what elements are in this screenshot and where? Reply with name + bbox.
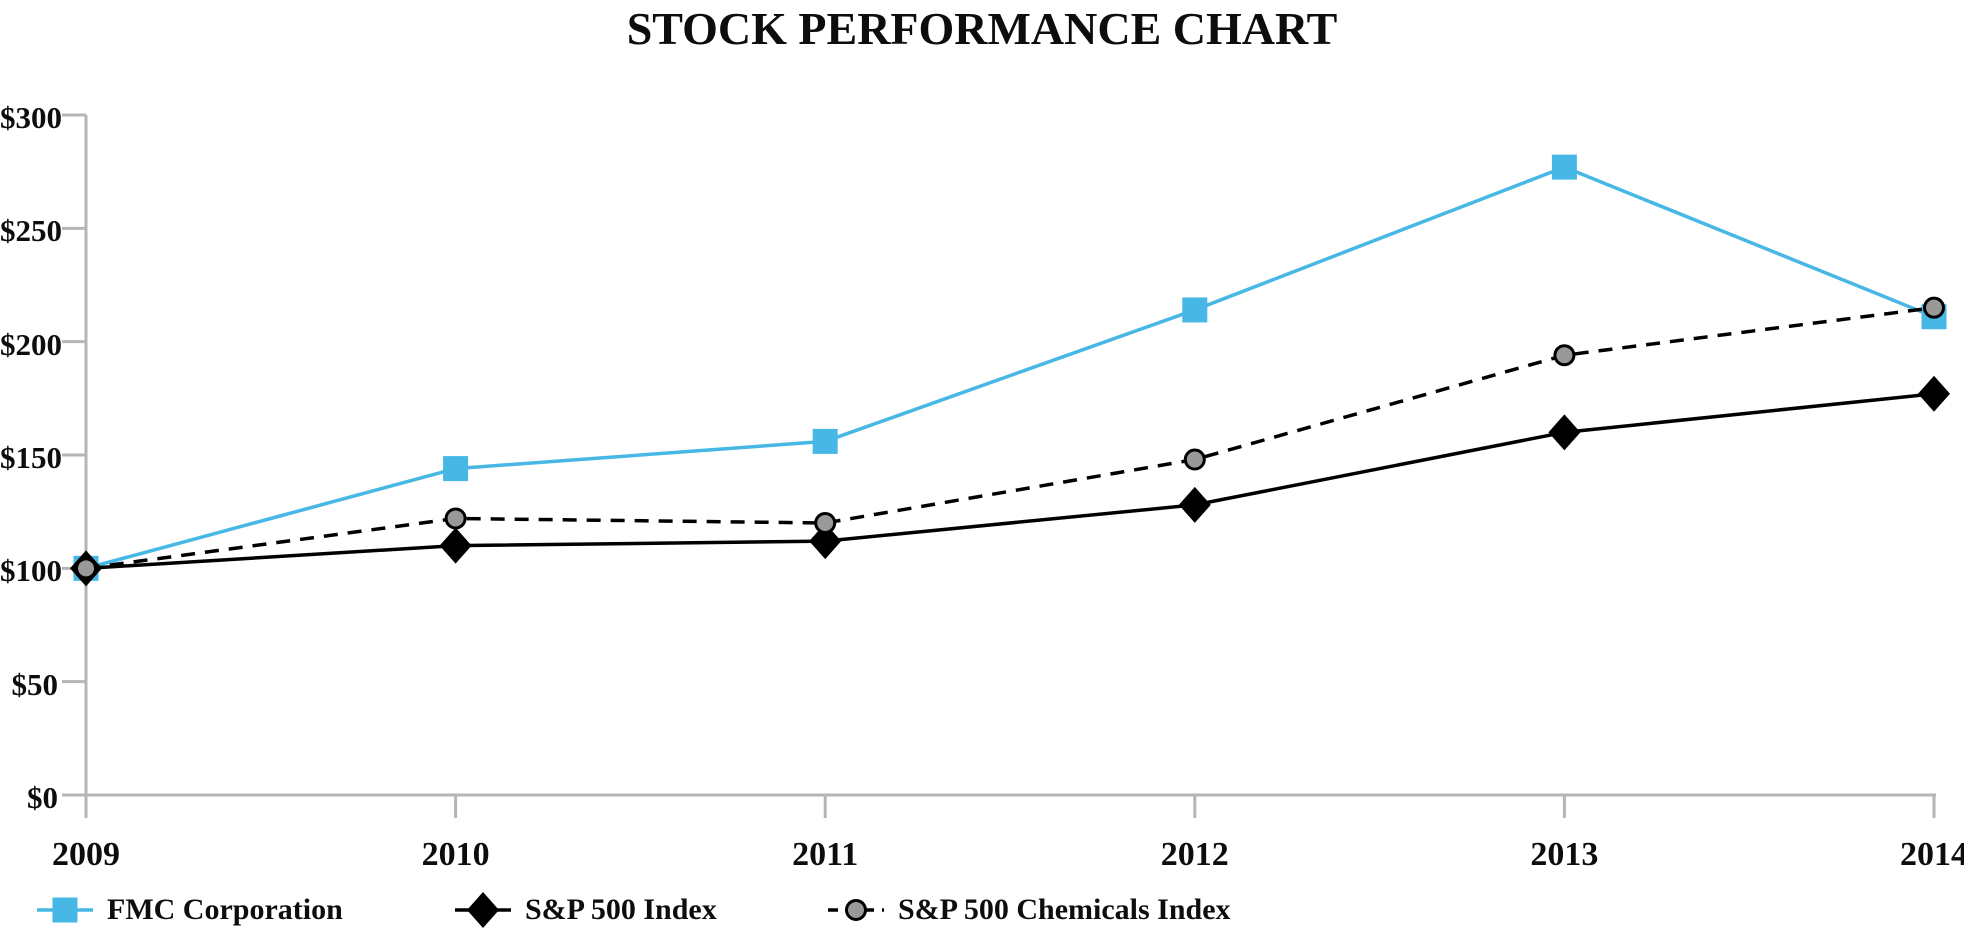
y-tick-label: $250 — [0, 213, 62, 249]
legend-item-sp500-chemicals-index: S&P 500 Chemicals Index — [828, 890, 1231, 930]
x-tick-label: 2012 — [1160, 836, 1229, 873]
marker-diamond-s-p-500-index — [1918, 375, 1950, 412]
y-tick-label: $0 — [27, 780, 58, 815]
y-tick-label: $50 — [11, 666, 59, 702]
marker-circle-s-p-500-chemicals-index — [1183, 448, 1206, 471]
y-tick-label: $150 — [0, 440, 62, 475]
legend-item-fmc-corporation: FMC Corporation — [37, 890, 343, 930]
legend-label-sp500-index: S&P 500 Index — [525, 893, 717, 926]
legend-item-sp500-index: S&P 500 Index — [455, 890, 717, 930]
marker-circle-s-p-500-chemicals-index — [444, 507, 467, 530]
marker-square-fmc-corporation — [443, 456, 469, 482]
y-tick-label: $100 — [0, 553, 62, 589]
marker-circle-s-p-500-chemicals-index — [1553, 344, 1576, 367]
fmc-corporation-legend-marker-icon — [37, 897, 93, 923]
marker-diamond-s-p-500-index — [1548, 414, 1581, 451]
y-tick-label: $200 — [0, 326, 62, 362]
marker-diamond-s-p-500-index — [809, 523, 842, 560]
series-line-s-p-500-index — [85, 392, 1935, 571]
marker-square-fmc-corporation — [1551, 154, 1577, 180]
marker-circle-s-p-500-chemicals-index — [1923, 296, 1945, 319]
marker-square-fmc-corporation — [812, 428, 838, 454]
sp500-chemicals-index-legend-marker-icon — [828, 899, 884, 921]
x-tick-label: 2013 — [1530, 836, 1599, 873]
chart-title: STOCK PERFORMANCE CHART — [626, 3, 1338, 54]
sp500-index-legend-marker-icon — [455, 892, 511, 928]
series-line-s-p-500-chemicals-index — [85, 305, 1935, 571]
x-tick-label: 2011 — [792, 836, 859, 873]
marker-circle-s-p-500-chemicals-index — [75, 557, 97, 580]
y-tick-label: $300 — [0, 100, 62, 135]
marker-square-fmc-corporation — [1182, 297, 1208, 323]
x-tick-label: 2014 — [1900, 836, 1964, 873]
legend-label-sp500-chemicals-index: S&P 500 Chemicals Index — [898, 893, 1231, 926]
x-tick-label: 2010 — [421, 836, 490, 873]
series-line-fmc-corporation — [85, 165, 1935, 571]
marker-diamond-s-p-500-index — [439, 527, 472, 564]
marker-diamond-s-p-500-index — [1178, 486, 1211, 523]
x-tick-label: 2009 — [52, 836, 120, 873]
legend-label-fmc-corporation: FMC Corporation — [107, 893, 343, 926]
marker-circle-s-p-500-chemicals-index — [814, 512, 837, 534]
